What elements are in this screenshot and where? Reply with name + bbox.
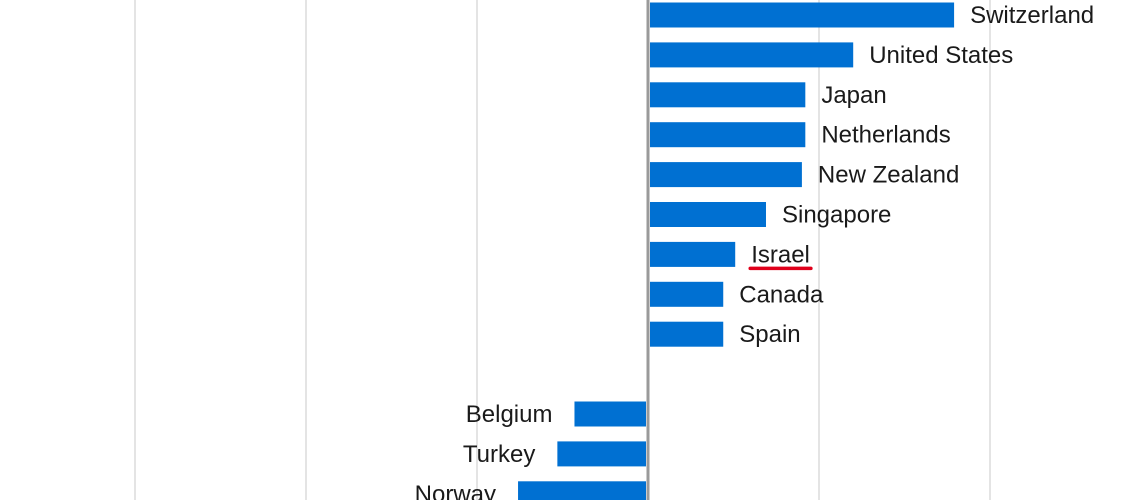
category-label: Singapore	[782, 202, 891, 229]
category-label: Switzerland	[970, 2, 1094, 29]
category-label: Canada	[739, 281, 824, 308]
bar	[650, 162, 802, 188]
category-label: Netherlands	[821, 122, 950, 149]
category-label: United States	[869, 42, 1013, 69]
bar	[518, 481, 646, 500]
bar	[650, 281, 724, 307]
bar	[574, 401, 646, 427]
category-label: Norway	[415, 481, 496, 500]
bar	[650, 42, 854, 68]
bar	[650, 122, 806, 148]
category-label: Spain	[739, 321, 800, 348]
gridlines	[134, 0, 991, 500]
bar	[650, 241, 736, 267]
category-label: Belgium	[466, 401, 553, 428]
category-label: Japan	[821, 82, 886, 109]
bar	[650, 321, 724, 347]
bar	[650, 2, 955, 28]
bar	[650, 82, 806, 108]
category-labels: Switzerland United States Japan Netherlands…	[415, 2, 1094, 500]
category-label: Israel	[751, 241, 810, 268]
bar	[557, 441, 646, 467]
bars	[518, 2, 955, 500]
category-label: Turkey	[463, 441, 535, 468]
category-label: New Zealand	[818, 162, 959, 189]
bar	[650, 202, 766, 227]
